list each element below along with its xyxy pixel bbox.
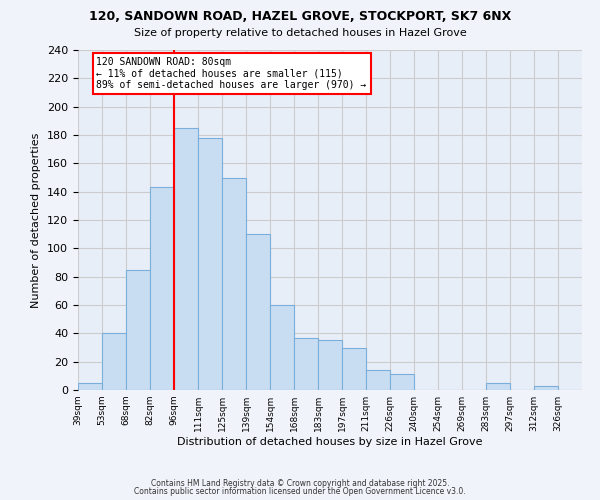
- Bar: [534, 386, 558, 390]
- Text: Contains public sector information licensed under the Open Government Licence v3: Contains public sector information licen…: [134, 487, 466, 496]
- Bar: [486, 383, 510, 390]
- Bar: [222, 178, 246, 390]
- Bar: [102, 334, 126, 390]
- Bar: [390, 374, 414, 390]
- Bar: [78, 383, 102, 390]
- Bar: [366, 370, 390, 390]
- Text: Contains HM Land Registry data © Crown copyright and database right 2025.: Contains HM Land Registry data © Crown c…: [151, 478, 449, 488]
- X-axis label: Distribution of detached houses by size in Hazel Grove: Distribution of detached houses by size …: [177, 437, 483, 447]
- Bar: [342, 348, 366, 390]
- Bar: [126, 270, 150, 390]
- Text: 120 SANDOWN ROAD: 80sqm
← 11% of detached houses are smaller (115)
89% of semi-d: 120 SANDOWN ROAD: 80sqm ← 11% of detache…: [97, 57, 367, 90]
- Bar: [294, 338, 318, 390]
- Bar: [150, 188, 174, 390]
- Bar: [198, 138, 222, 390]
- Bar: [174, 128, 198, 390]
- Text: 120, SANDOWN ROAD, HAZEL GROVE, STOCKPORT, SK7 6NX: 120, SANDOWN ROAD, HAZEL GROVE, STOCKPOR…: [89, 10, 511, 23]
- Text: Size of property relative to detached houses in Hazel Grove: Size of property relative to detached ho…: [134, 28, 466, 38]
- Bar: [246, 234, 270, 390]
- Y-axis label: Number of detached properties: Number of detached properties: [31, 132, 41, 308]
- Bar: [318, 340, 342, 390]
- Bar: [270, 305, 294, 390]
